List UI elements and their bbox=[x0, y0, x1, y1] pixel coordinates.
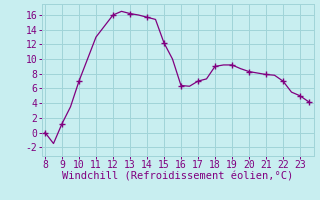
X-axis label: Windchill (Refroidissement éolien,°C): Windchill (Refroidissement éolien,°C) bbox=[62, 172, 293, 182]
